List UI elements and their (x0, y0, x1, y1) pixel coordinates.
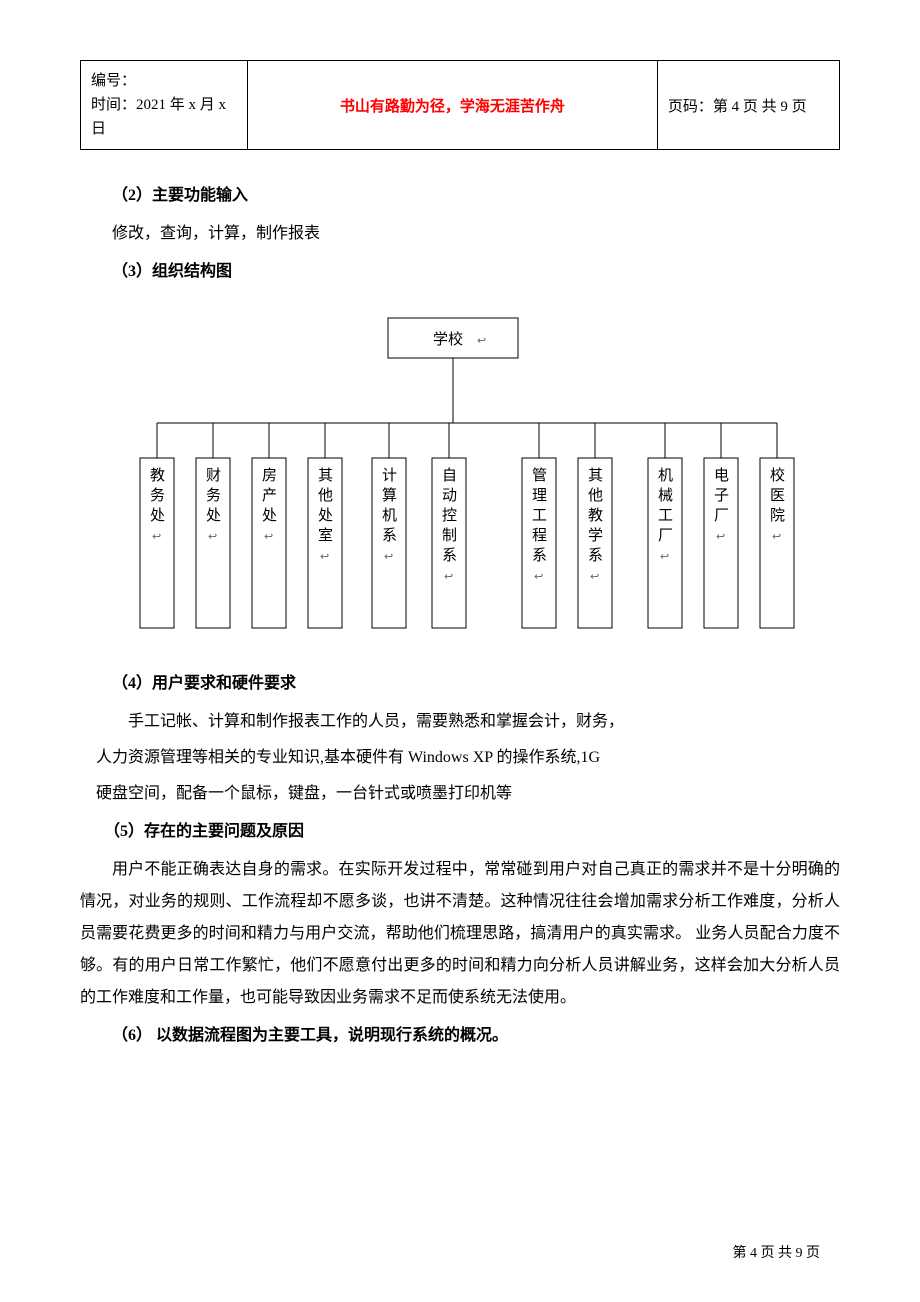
svg-text:↩: ↩ (477, 335, 486, 347)
svg-text:工: 工 (532, 508, 547, 524)
section-2-heading: （2）主要功能输入 (80, 180, 840, 212)
header-page-info: 页码：第 4 页 共 9 页 (657, 61, 839, 150)
header-table: 编号： 时间：2021 年 x 月 x 日 书山有路勤为径，学海无涯苦作舟 页码… (80, 60, 840, 150)
section-6-heading: （6） 以数据流程图为主要工具，说明现行系统的概况。 (80, 1020, 840, 1052)
svg-text:↩: ↩ (208, 531, 217, 543)
svg-text:控: 控 (442, 507, 457, 524)
section-3-heading: （3）组织结构图 (80, 256, 840, 288)
svg-text:↩: ↩ (716, 531, 725, 543)
section-4-line1: 手工记帐、计算和制作报表工作的人员，需要熟悉和掌握会计，财务， (80, 706, 840, 738)
org-chart-svg: 学校↩教务处↩财务处↩房产处↩其他处室↩计算机系↩自动控制系↩管理工程系↩其他教… (110, 308, 810, 638)
svg-text:动: 动 (442, 487, 457, 504)
svg-text:处: 处 (150, 507, 165, 524)
section-5-heading: （5）存在的主要问题及原因 (80, 816, 840, 848)
svg-text:财: 财 (206, 467, 221, 484)
svg-text:教: 教 (150, 467, 165, 484)
svg-text:厂: 厂 (714, 508, 729, 524)
section-4-line2: 人力资源管理等相关的专业知识,基本硬件有 Windows XP 的操作系统,1G (80, 742, 840, 774)
svg-text:↩: ↩ (152, 531, 161, 543)
svg-text:机: 机 (658, 467, 673, 484)
doc-date-label: 时间：2021 年 x 月 x 日 (91, 97, 226, 137)
svg-text:学: 学 (588, 527, 603, 544)
svg-text:处: 处 (206, 507, 221, 524)
svg-text:工: 工 (658, 508, 673, 524)
svg-text:自: 自 (442, 467, 457, 484)
svg-text:制: 制 (442, 527, 457, 544)
svg-text:械: 械 (658, 487, 673, 504)
svg-text:系: 系 (442, 547, 457, 564)
svg-text:管: 管 (532, 467, 547, 484)
svg-text:机: 机 (382, 507, 397, 524)
doc-id-label: 编号： (91, 73, 136, 89)
svg-text:厂: 厂 (658, 528, 673, 544)
header-motto: 书山有路勤为径，学海无涯苦作舟 (247, 61, 657, 150)
svg-text:↩: ↩ (444, 571, 453, 583)
svg-text:子: 子 (714, 487, 729, 504)
svg-text:系: 系 (588, 547, 603, 564)
svg-text:其: 其 (588, 467, 603, 484)
svg-text:处: 处 (318, 507, 333, 524)
svg-text:房: 房 (262, 467, 277, 484)
content-body: （2）主要功能输入 修改，查询，计算，制作报表 （3）组织结构图 学校↩教务处↩… (80, 180, 840, 1052)
svg-text:医: 医 (770, 488, 785, 504)
svg-text:↩: ↩ (660, 551, 669, 563)
svg-text:学校: 学校 (433, 331, 463, 348)
svg-text:务: 务 (206, 487, 221, 504)
svg-text:↩: ↩ (384, 551, 393, 563)
svg-text:计: 计 (382, 467, 397, 484)
svg-text:院: 院 (770, 506, 785, 524)
org-chart: 学校↩教务处↩财务处↩房产处↩其他处室↩计算机系↩自动控制系↩管理工程系↩其他教… (80, 308, 840, 638)
svg-text:↩: ↩ (264, 531, 273, 543)
svg-text:理: 理 (532, 488, 547, 504)
svg-text:系: 系 (532, 547, 547, 564)
section-4-heading: （4）用户要求和硬件要求 (80, 668, 840, 700)
svg-text:他: 他 (588, 487, 603, 504)
svg-text:产: 产 (262, 487, 277, 504)
svg-text:算: 算 (382, 486, 397, 504)
svg-text:处: 处 (262, 507, 277, 524)
svg-text:↩: ↩ (320, 551, 329, 563)
section-4-line3: 硬盘空间，配备一个鼠标，键盘，一台针式或喷墨打印机等 (80, 778, 840, 810)
header-left-cell: 编号： 时间：2021 年 x 月 x 日 (81, 61, 248, 150)
svg-text:↩: ↩ (590, 571, 599, 583)
svg-text:室: 室 (318, 527, 333, 544)
svg-text:其: 其 (318, 467, 333, 484)
svg-text:电: 电 (714, 467, 729, 484)
page-footer: 第 4 页 共 9 页 (733, 1242, 821, 1262)
svg-text:程: 程 (532, 527, 547, 544)
section-5-body: 用户不能正确表达自身的需求。在实际开发过程中，常常碰到用户对自己真正的需求并不是… (80, 854, 840, 1014)
svg-text:↩: ↩ (772, 531, 781, 543)
svg-text:校: 校 (770, 467, 785, 484)
svg-text:他: 他 (318, 487, 333, 504)
svg-text:教: 教 (588, 507, 603, 524)
section-2-body: 修改，查询，计算，制作报表 (80, 218, 840, 250)
svg-text:系: 系 (382, 527, 397, 544)
svg-text:↩: ↩ (534, 571, 543, 583)
svg-text:务: 务 (150, 487, 165, 504)
